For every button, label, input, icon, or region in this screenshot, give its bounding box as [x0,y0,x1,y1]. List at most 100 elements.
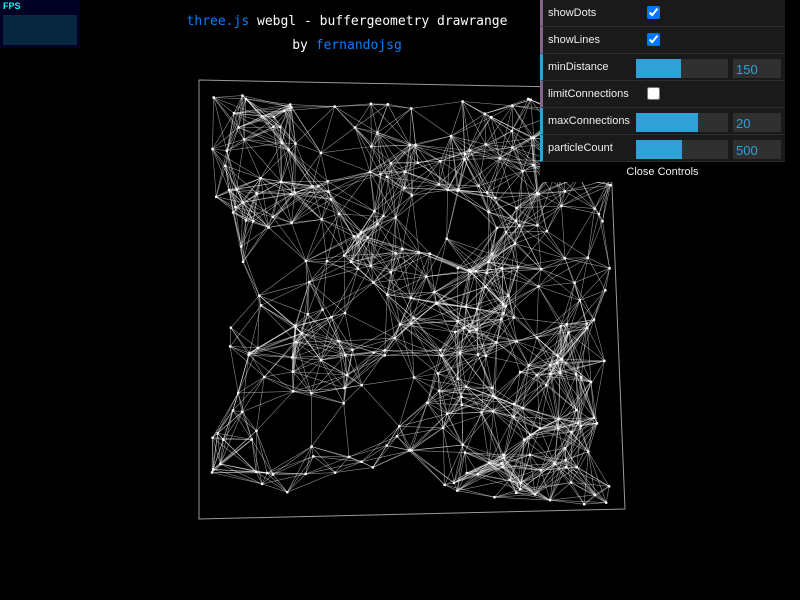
close-controls-button[interactable]: Close Controls [540,162,785,182]
connection-line [327,171,371,182]
connection-line [464,113,485,160]
connection-line [538,286,580,301]
connection-line [541,268,575,283]
connection-line [371,146,388,178]
show-dots-checkbox[interactable] [647,6,660,19]
particle-dot [480,411,483,414]
connection-line [398,377,415,427]
connection-line [409,108,412,146]
connection-line [426,253,431,277]
connection-line [536,374,547,386]
connection-line [457,378,494,412]
particle-dot [521,407,525,410]
by-label: by [292,38,316,53]
connection-line [257,347,293,358]
particle-dot [469,270,472,273]
connection-line [496,305,507,343]
particle-dot [578,299,581,302]
connection-line [509,463,555,480]
connection-line [492,225,538,255]
connection-line [404,171,448,191]
connection-line [478,185,498,229]
connection-line [450,135,486,145]
connection-line [226,126,274,151]
connection-line [242,261,260,296]
connection-line [437,373,448,414]
connection-line [233,112,274,118]
particle-dot [394,252,398,255]
connection-line [377,132,416,146]
particle-dot [265,471,269,475]
particle-dot [241,201,244,204]
particle-count-slider[interactable] [636,140,728,159]
particle-dot [210,471,214,474]
particle-dot [437,389,441,393]
particle-dot [398,425,401,428]
connection-line [321,213,340,220]
connection-line [434,272,487,293]
min-distance-slider[interactable] [636,59,728,78]
connection-line [462,411,494,446]
particle-dot [287,148,290,151]
connection-line [484,113,535,139]
connection-line [499,158,534,166]
connection-line [438,390,448,414]
particle-dot [573,281,576,284]
connection-line [512,105,535,139]
particle-dot [460,403,463,406]
connection-line [453,452,466,483]
connection-line [294,282,310,326]
connection-line [347,352,374,376]
connection-line [238,127,283,144]
connection-line [565,425,582,461]
author-link[interactable]: fernandojsg [315,38,402,53]
connection-line [268,181,282,228]
connection-line [446,238,477,272]
connection-line [291,316,332,358]
connection-line [408,427,444,451]
connection-line [238,127,261,179]
connection-line [307,313,346,356]
connection-line [370,103,378,133]
connection-line [485,144,534,166]
connection-line [568,319,595,334]
particle-count-input[interactable] [733,140,781,159]
connection-line [418,252,470,271]
connection-line [305,456,314,475]
connection-line [307,314,322,361]
connection-line [502,466,551,501]
connection-line [466,386,493,389]
particle-dot [280,180,283,184]
connection-line [309,255,345,283]
connection-line [328,191,375,212]
particle-dot [267,226,270,229]
connection-line [357,235,372,266]
connection-line [292,371,312,394]
connection-line [457,462,490,491]
connection-line [486,272,539,287]
min-distance-input[interactable] [733,59,781,78]
connection-line [257,325,296,349]
connection-line [564,184,611,192]
connection-line [462,101,486,145]
connection-line [465,306,477,330]
connection-line [395,217,403,250]
connection-line [241,220,247,247]
connection-line [226,150,236,208]
connection-line [260,281,310,306]
particle-dot [523,438,526,441]
limit-connections-checkbox[interactable] [647,87,660,100]
connection-line [502,304,538,338]
show-lines-checkbox[interactable] [647,33,660,46]
fps-stats-panel[interactable]: FPS [0,0,80,48]
connection-line [457,227,498,269]
threejs-link[interactable]: three.js [186,14,250,29]
connection-line [409,135,452,146]
connection-line [386,144,411,178]
particle-dot [607,485,611,488]
max-connections-slider[interactable] [636,113,728,132]
connection-line [568,290,606,333]
connection-line [266,446,312,474]
max-connections-input[interactable] [733,113,781,132]
connection-line [486,268,503,274]
